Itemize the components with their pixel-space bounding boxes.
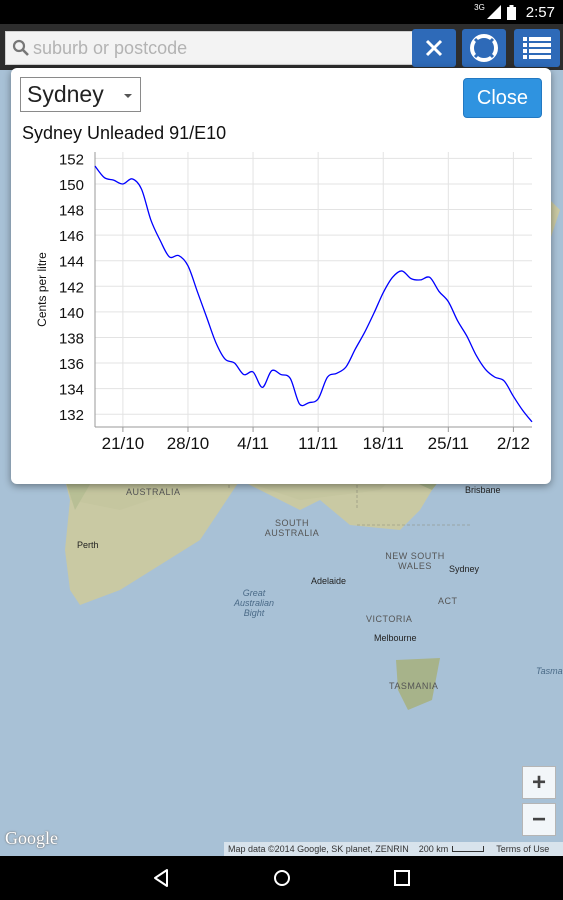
map-city-brisbane: Brisbane: [465, 485, 501, 495]
map-label-nsw: NEW SOUTH WALES: [385, 551, 445, 571]
x-tick-label: 4/11: [237, 434, 269, 453]
map-label-australia: AUSTRALIA: [126, 487, 181, 497]
price-chart-dialog: Sydney Close Sydney Unleaded 91/E10 152 1…: [11, 68, 551, 484]
scale-label: 200 km: [418, 844, 449, 854]
map-water-tasman: Tasma: [536, 666, 563, 676]
x-tick-label: 21/10: [102, 434, 145, 453]
y-tick-label: 132: [59, 407, 84, 424]
zoom-out-label: −: [531, 806, 546, 833]
city-dropdown[interactable]: Sydney: [20, 77, 141, 112]
navigation-bar: [0, 856, 563, 900]
locate-button[interactable]: [462, 29, 506, 67]
city-dropdown-value: Sydney: [27, 81, 104, 107]
search-icon: [12, 39, 29, 56]
back-icon[interactable]: [149, 866, 173, 890]
map-city-perth: Perth: [77, 540, 99, 550]
price-line-chart: 152 150 148 146 144 142 140 138 136 134 132 21/10 28…: [35, 151, 533, 453]
attribution-text: Map data ©2014 Google, SK planet, ZENRIN: [228, 844, 409, 854]
network-type: 3G: [474, 2, 485, 12]
y-tick-label: 144: [59, 254, 84, 271]
y-tick-label: 134: [59, 382, 84, 399]
map-label-act: ACT: [438, 596, 458, 606]
scale-bar: [452, 846, 485, 852]
y-axis-label: Cents per litre: [35, 252, 49, 327]
x-tick-label: 11/11: [298, 434, 338, 453]
zoom-in-button[interactable]: +: [522, 766, 556, 799]
x-tick-label: 18/11: [363, 434, 404, 453]
y-tick-label: 146: [59, 228, 84, 245]
map-water-bight: Great Australian Bight: [233, 588, 275, 618]
chart-title: Sydney Unleaded 91/E10: [22, 123, 227, 143]
y-tick-label: 150: [59, 177, 84, 194]
zoom-in-label: +: [531, 769, 546, 796]
lifebuoy-icon: [470, 34, 498, 62]
dropdown-caret-icon: [124, 94, 132, 98]
map-label-victoria: VICTORIA: [366, 614, 413, 624]
y-tick-label: 140: [59, 305, 84, 322]
home-icon[interactable]: [270, 866, 294, 890]
status-bar: 3G 2:57: [0, 0, 563, 24]
y-tick-label: 138: [59, 330, 84, 347]
clear-search-button[interactable]: [412, 29, 456, 67]
search-box[interactable]: [5, 31, 413, 65]
clock: 2:57: [525, 3, 555, 21]
price-series-line: [94, 165, 533, 423]
map-attribution: Map data ©2014 Google, SK planet, ZENRIN…: [224, 842, 563, 856]
zoom-out-button[interactable]: −: [522, 803, 556, 836]
map-label-south-australia: SOUTH AUSTRALIA: [264, 518, 320, 538]
y-tick-label: 152: [59, 151, 84, 168]
map-city-melbourne: Melbourne: [374, 633, 417, 643]
x-tick-label: 25/11: [428, 434, 469, 453]
x-tick-label: 28/10: [167, 434, 210, 453]
battery-icon: [506, 4, 516, 20]
status-icons: 3G 2:57: [474, 0, 555, 24]
y-tick-label: 136: [59, 356, 84, 373]
map-city-sydney: Sydney: [449, 564, 480, 574]
map-label-tasmania: TASMANIA: [389, 681, 439, 691]
list-view-button[interactable]: [514, 29, 560, 67]
close-button[interactable]: Close: [463, 78, 542, 118]
recents-icon[interactable]: [390, 866, 414, 890]
terms-link[interactable]: Terms of Use: [496, 844, 550, 854]
y-tick-label: 142: [59, 279, 84, 296]
y-tick-label: 148: [59, 203, 84, 220]
search-input[interactable]: [33, 36, 403, 60]
google-logo: Google: [5, 828, 58, 848]
close-icon: [425, 39, 443, 57]
signal-icon: [486, 5, 501, 19]
list-icon: [523, 37, 551, 59]
x-tick-label: 2/12: [497, 434, 530, 453]
search-toolbar: [0, 24, 563, 70]
map-city-adelaide: Adelaide: [311, 576, 347, 586]
